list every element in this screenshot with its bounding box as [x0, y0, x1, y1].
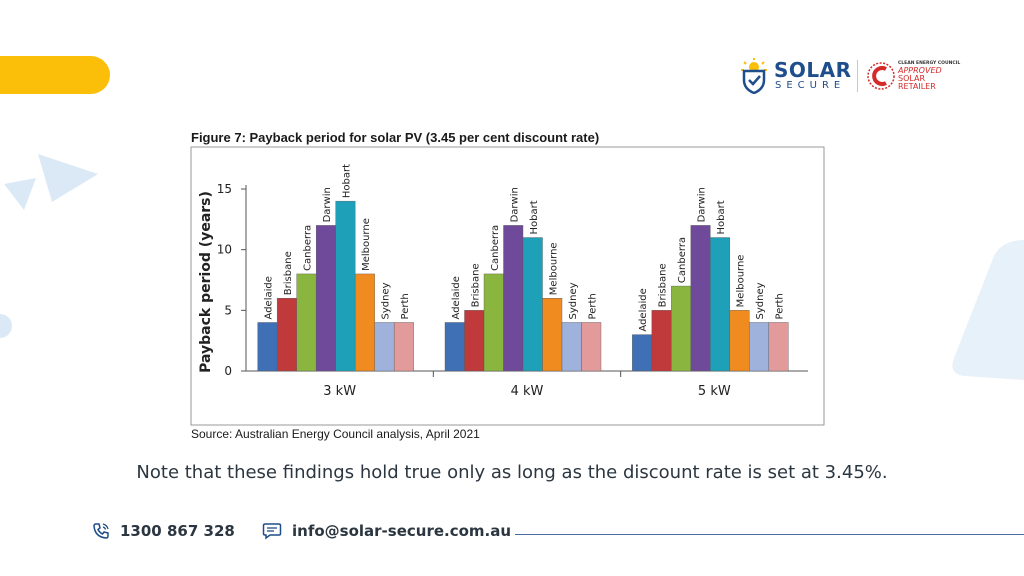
bar-melbourne-3kw	[354, 273, 375, 372]
bar-label: Canberra	[677, 237, 688, 283]
cec-org: CLEAN ENERGY COUNCIL	[898, 61, 961, 66]
bar-label: Canberra	[490, 225, 501, 271]
bar-perth-4kw	[581, 322, 602, 372]
bar-label: Sydney	[755, 282, 766, 319]
bar-label: Hobart	[529, 200, 540, 234]
bar-darwin-4kw	[503, 225, 524, 372]
footer-phone[interactable]: 1300 867 328	[92, 522, 235, 540]
bar-canberra-3kw	[296, 273, 317, 372]
cec-badge-text: APPROVED SOLAR RETAILER	[898, 67, 942, 91]
bar-hobart-4kw	[522, 237, 543, 372]
bar-melbourne-5kw	[729, 310, 750, 372]
bar-perth-5kw	[768, 322, 789, 372]
bar-label: Brisbane	[470, 263, 481, 307]
bar-darwin-5kw	[690, 225, 711, 372]
bar-adelaide-3kw	[257, 322, 278, 372]
brand-logo: SOLAR SECURE CLEAN ENERGY COUNCIL APPROV…	[738, 56, 961, 96]
decorative-shapes-left	[0, 154, 98, 338]
bar-sydney-4kw	[561, 322, 582, 372]
bar-label: Perth	[400, 293, 411, 319]
bar-label: Sydney	[380, 282, 391, 319]
bar-label: Darwin	[322, 187, 333, 222]
figure-source: Source: Australian Energy Council analys…	[191, 427, 480, 441]
footer-divider	[515, 534, 1024, 535]
cec-badge-line: APPROVED	[898, 66, 942, 75]
bar-brisbane-4kw	[464, 310, 485, 372]
phone-number[interactable]: 1300 867 328	[120, 522, 235, 540]
bar-label: Brisbane	[283, 251, 294, 295]
bar-canberra-4kw	[483, 273, 504, 372]
bar-label: Adelaide	[451, 276, 462, 319]
bar-label: Canberra	[302, 225, 313, 271]
x-category-label: 3 kW	[323, 384, 356, 399]
bar-sydney-3kw	[374, 322, 395, 372]
chat-icon	[262, 523, 282, 540]
y-tick-label: 10	[217, 243, 232, 257]
bar-label: Melbourne	[361, 218, 372, 271]
cec-badge-line: SOLAR	[898, 74, 926, 83]
note-text: Note that these findings hold true only …	[136, 462, 888, 483]
bar-label: Adelaide	[263, 276, 274, 319]
logo-divider	[857, 60, 858, 92]
bar-label: Perth	[775, 293, 786, 319]
bar-brisbane-3kw	[276, 297, 297, 372]
y-tick-label: 15	[217, 182, 232, 196]
bar-label: Perth	[587, 293, 598, 319]
bar-darwin-3kw	[315, 225, 336, 372]
bar-adelaide-5kw	[632, 334, 653, 372]
email-address[interactable]: info@solar-secure.com.au	[292, 522, 512, 540]
bar-melbourne-4kw	[542, 297, 563, 372]
bar-brisbane-5kw	[651, 310, 672, 372]
bar-label: Brisbane	[658, 263, 669, 307]
decorative-shape-right	[952, 240, 1024, 380]
bar-label: Darwin	[509, 187, 520, 222]
bar-label: Melbourne	[736, 255, 747, 308]
bar-label: Hobart	[341, 164, 352, 198]
phone-icon	[93, 523, 109, 539]
y-axis-label: Payback period (years)	[198, 191, 214, 373]
cec-badge-line: RETAILER	[898, 82, 936, 91]
x-category-label: 4 kW	[511, 384, 544, 399]
figure-title: Figure 7: Payback period for solar PV (3…	[191, 130, 600, 145]
bar-label: Melbourne	[548, 242, 559, 295]
x-category-label: 5 kW	[698, 384, 731, 399]
bar-hobart-5kw	[710, 237, 731, 372]
bar-hobart-3kw	[335, 200, 356, 372]
figure: Figure 7: Payback period for solar PV (3…	[188, 128, 842, 444]
cec-badge-icon	[867, 62, 895, 90]
y-tick-label: 5	[224, 303, 232, 317]
brand-tagline: SECURE	[775, 80, 846, 91]
bar-adelaide-4kw	[444, 322, 465, 372]
y-tick-label: 0	[224, 364, 232, 378]
brand-name: SOLAR	[774, 58, 852, 82]
shield-sun-icon	[741, 58, 767, 94]
bar-label: Hobart	[716, 200, 727, 234]
accent-pill	[0, 56, 110, 94]
bar-label: Adelaide	[638, 288, 649, 331]
bar-sydney-5kw	[749, 322, 770, 372]
footer-email[interactable]: info@solar-secure.com.au	[262, 522, 511, 540]
bar-perth-3kw	[393, 322, 414, 372]
bar-label: Darwin	[697, 187, 708, 222]
bar-label: Sydney	[568, 282, 579, 319]
bar-canberra-5kw	[671, 285, 692, 372]
